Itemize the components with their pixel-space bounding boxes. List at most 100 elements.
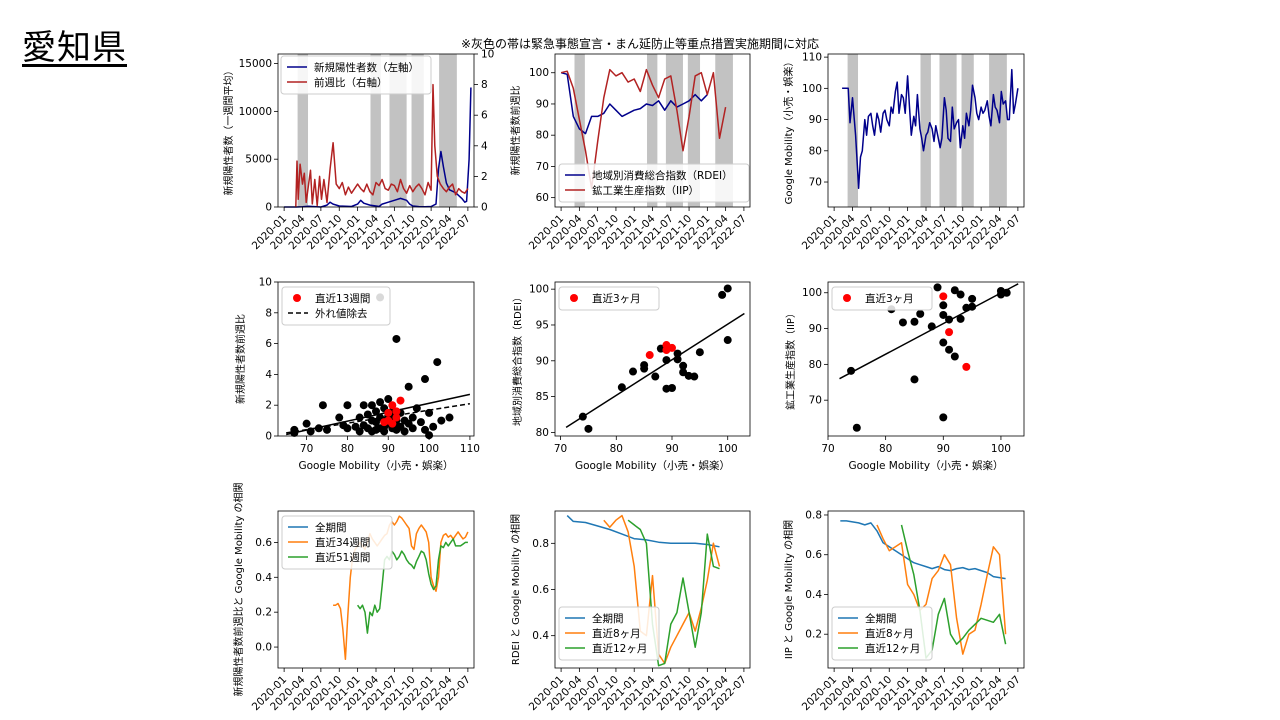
- y-axis-label: 地域別消費総合指数（RDEI）: [511, 292, 524, 426]
- point-red: [392, 407, 401, 416]
- legend-box: [831, 286, 933, 311]
- legend-label: 地域別消費総合指数（RDEI）: [592, 169, 733, 182]
- y-axis-label: 新規陽性者数前週比: [234, 314, 247, 404]
- emergency-band: [989, 54, 1007, 207]
- series-line-blue: [566, 515, 720, 548]
- legend-label: 直近34週間: [315, 536, 370, 549]
- y-tick-label: 90: [536, 355, 549, 367]
- point-black: [437, 416, 446, 425]
- fit-line: [839, 283, 1019, 380]
- chart-s3: 70 80 90 100 70 80 90 100 Google Mobility（小売・娯楽）…: [784, 281, 1025, 472]
- y-tick-label: 0.2: [805, 629, 822, 641]
- point-red: [645, 351, 654, 360]
- point-black: [445, 413, 454, 422]
- point-black: [956, 314, 965, 323]
- x-tick-label: 110: [460, 443, 480, 455]
- x-tick-label: 100: [991, 443, 1011, 455]
- point-black: [400, 427, 409, 436]
- fit-line-dashed: [286, 402, 471, 434]
- series-line-navy: [842, 68, 1019, 190]
- y-tick-label: 0.8: [805, 509, 822, 521]
- y-tick-label: 0.6: [532, 584, 549, 596]
- y-tick-label: 70: [536, 161, 549, 173]
- series-line-blue: [840, 520, 1006, 580]
- y-tick-label: 4: [265, 369, 272, 381]
- emergency-band: [961, 54, 974, 207]
- legend-box: [558, 286, 660, 311]
- chart-s2: 80 85 90 95 100 70 80 90 100 Google Mobility（小売・娯…: [511, 281, 751, 472]
- point-black: [629, 367, 637, 376]
- point-black: [640, 361, 649, 370]
- legend-label: 直近51週間: [315, 551, 370, 564]
- y-tick-label: 90: [536, 98, 549, 110]
- y-tick-label: 70: [809, 395, 822, 407]
- series-line-green: [900, 524, 1007, 659]
- chart-c3: 7080901001102020-012020-042020-072020-10…: [782, 52, 1025, 252]
- y-tick-label: 8: [265, 307, 272, 319]
- y-tick-label: 0: [481, 202, 488, 214]
- point-black: [852, 423, 861, 432]
- point-black: [584, 424, 593, 433]
- point-black: [939, 301, 948, 310]
- emergency-band: [847, 54, 859, 207]
- point-black: [950, 352, 959, 361]
- point-black: [916, 309, 925, 318]
- x-tick-label: 90: [382, 443, 395, 455]
- y-tick-label: 0.4: [532, 630, 549, 642]
- emergency-band: [920, 54, 931, 207]
- point-black: [723, 336, 732, 345]
- point-black: [343, 401, 352, 410]
- series-line-orange: [876, 524, 1007, 655]
- emergency-band: [297, 54, 309, 207]
- plot-frame: [277, 281, 475, 437]
- y-tick-label: 80: [536, 130, 549, 142]
- y-tick-label: 0.8: [532, 538, 549, 550]
- y-tick-label: 80: [809, 359, 822, 371]
- legend-box: [558, 606, 660, 661]
- point-red: [388, 401, 397, 410]
- legend-label: 直近3ヶ月: [865, 292, 914, 305]
- y-axis-label: 新規陽性者数前週比と Google Mobility の相関: [232, 482, 245, 696]
- legend-box: [281, 515, 393, 570]
- legend-label: 前週比（右軸）: [314, 76, 388, 89]
- x-tick-label: 80: [341, 443, 354, 455]
- y-tick-label: 100: [802, 287, 822, 299]
- y-tick-label: 6: [481, 110, 488, 122]
- y-tick-label: 15000: [239, 58, 272, 70]
- point-red: [384, 416, 393, 425]
- point-black: [416, 418, 425, 427]
- y-tick-label: 0.4: [805, 589, 822, 601]
- y-tick-label: 95: [536, 319, 549, 331]
- point-black: [950, 286, 959, 295]
- legend-label: 全期間: [592, 612, 624, 625]
- y-tick-label: 4: [481, 140, 488, 152]
- legend-box: [558, 163, 750, 203]
- y-axis-label: RDEI と Google Mobility の相関: [509, 514, 522, 665]
- band-note: ※灰色の帯は緊急事態宣言・まん延防止等重点措置実施期間に対応: [460, 37, 820, 51]
- legend-label: 外れ値除去: [315, 307, 368, 320]
- legend-box: [281, 286, 391, 326]
- point-black: [939, 338, 948, 347]
- point-black: [421, 375, 429, 384]
- y-tick-label: 6: [265, 338, 272, 350]
- point-black: [617, 383, 626, 392]
- chart-c2: 607080901002020-012020-042020-072020-102…: [509, 53, 751, 252]
- legend-label: 直近13週間: [315, 292, 370, 305]
- point-black: [956, 290, 965, 299]
- legend-label: 直近12ヶ月: [865, 642, 920, 655]
- point-black: [384, 395, 393, 404]
- y-tick-label: 100: [529, 67, 549, 79]
- y-tick-label: 0.0: [255, 642, 272, 654]
- x-tick-label: 70: [300, 443, 313, 455]
- y-tick-label: 10: [259, 277, 272, 289]
- point-black: [939, 413, 948, 422]
- point-black: [695, 348, 704, 357]
- legend-marker: [843, 294, 851, 302]
- x-axis-label: Google Mobility（小売・娯楽）: [848, 459, 1003, 472]
- series-line-green: [356, 538, 468, 634]
- y-tick-label: 60: [536, 192, 549, 204]
- point-black: [335, 413, 344, 422]
- point-red: [384, 408, 393, 417]
- point-red: [396, 396, 405, 405]
- point-black: [668, 384, 676, 393]
